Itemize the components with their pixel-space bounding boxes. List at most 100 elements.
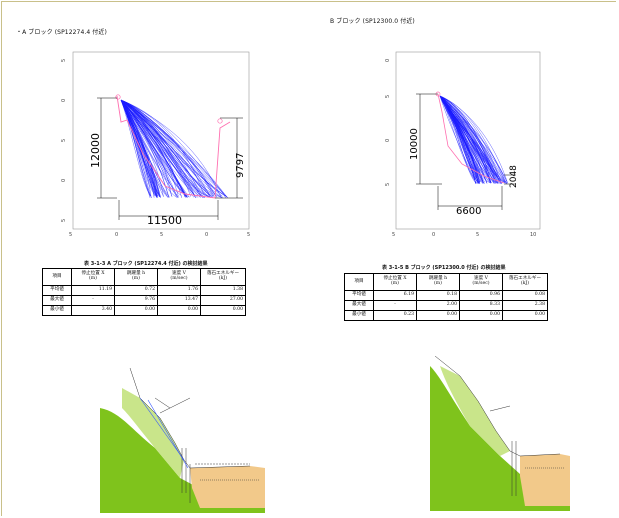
embankment — [520, 454, 570, 506]
embankment — [190, 466, 265, 508]
trajectory-line — [120, 99, 191, 197]
height-dimension-b: 2048 — [509, 165, 519, 188]
trajectory-lines — [439, 95, 508, 185]
table-row: 最小値 3.40 0.00 0.00 0.00 — [42, 305, 246, 316]
trajectory-line — [120, 99, 214, 198]
trajectory-line — [120, 99, 188, 198]
table-cell: - — [373, 300, 417, 311]
table-row: 最大値 - 2.00 8.33 2.38 — [344, 300, 548, 311]
table-row: 平均値 11.19 0.72 1.76 1.38 — [42, 285, 246, 296]
trajectory-line — [439, 95, 479, 183]
table-cell: 2.00 — [416, 300, 460, 311]
column-header: 速度 V (m/sec) — [459, 273, 503, 291]
y-tick-label: 0 — [385, 59, 391, 62]
table-cell: 0.00 — [157, 305, 201, 316]
trajectory-line — [439, 95, 501, 185]
trajectory-line — [120, 99, 179, 198]
column-header: 速度 V (m/sec) — [157, 268, 201, 286]
table-cell: 9.76 — [114, 295, 158, 306]
trajectory-line — [120, 99, 158, 197]
x-tick-label: 0 — [432, 232, 435, 238]
trajectory-lines — [120, 99, 228, 199]
y-tick-label: 5 — [61, 219, 67, 222]
start-marker — [115, 94, 121, 100]
x-tick-label: 10 — [530, 232, 536, 238]
table-cell: 1.38 — [200, 285, 246, 296]
trajectory-line — [439, 95, 508, 184]
trajectory-line — [439, 95, 495, 184]
block-a-trajectory-plot: 5 0 5 0 5 5 0 5 0 5 12000 9797 11500 — [61, 51, 250, 238]
trajectory-line — [120, 99, 169, 198]
height-dimension-a: 10000 — [409, 128, 420, 160]
y-tick-label: 0 — [385, 139, 391, 142]
block-b-cross-section — [430, 356, 570, 511]
block-a-cross-section — [100, 368, 265, 513]
column-header: 項目 — [42, 268, 72, 286]
x-tick-label: 0 — [115, 232, 118, 238]
table-cell: 0.96 — [459, 290, 503, 301]
trajectory-line — [120, 99, 161, 198]
trajectory-line — [120, 99, 151, 197]
trajectory-line — [439, 95, 508, 184]
trajectory-line — [120, 99, 196, 198]
trajectory-line — [439, 95, 484, 183]
block-b-trajectory-plot: 0 5 0 5 5 0 5 10 10000 2048 6600 — [385, 51, 541, 238]
trajectory-line — [120, 99, 179, 197]
width-dimension: 11500 — [147, 214, 182, 227]
table-cell: 8.33 — [459, 300, 503, 311]
table-cell: 1.76 — [157, 285, 201, 296]
table-cell: 13.47 — [157, 295, 201, 306]
table-cell: 27.00 — [200, 295, 246, 306]
trajectory-line — [120, 99, 223, 198]
colluvium-layer — [440, 366, 510, 456]
plot-frame — [395, 51, 541, 230]
table-cell: 0.00 — [502, 310, 548, 321]
table-cell: 2.38 — [502, 300, 548, 311]
block-b-heading: B ブロック (SP12300.0 付近) — [330, 18, 415, 25]
row-label: 平均値 — [42, 285, 72, 296]
trajectory-line — [120, 99, 178, 198]
trajectory-line — [439, 95, 488, 184]
table-cell: 3.40 — [71, 305, 115, 316]
table-cell: 0.23 — [373, 310, 417, 321]
row-label: 最小値 — [42, 305, 72, 316]
trajectory-line — [439, 95, 495, 183]
column-header: 跳躍量 h (m) — [416, 273, 460, 291]
trajectory-line — [120, 99, 211, 197]
trajectory-line — [120, 99, 197, 198]
row-label: 最小値 — [344, 310, 374, 321]
table-row: 平均値 6.19 0.18 0.96 0.08 — [344, 290, 548, 301]
block-a-results-table: 項目 停止位置 X (m) 跳躍量 h (m) 速度 V (m/sec) 落石エネルギ… — [42, 268, 246, 316]
width-dimension: 6600 — [456, 206, 481, 217]
trajectory-line — [120, 99, 228, 198]
table-cell: 0.08 — [502, 290, 548, 301]
trajectory-line — [120, 99, 222, 198]
x-tick-label: 5 — [247, 232, 250, 238]
trajectory-line — [439, 95, 492, 184]
table-cell: 11.19 — [71, 285, 115, 296]
trajectory-line — [439, 95, 481, 184]
table-header-row: 項目 停止位置 X (m) 跳躍量 h (m) 速度 V (m/sec) 落石エネルギ… — [42, 268, 246, 286]
x-tick-label: 0 — [205, 232, 208, 238]
column-header: 項目 — [344, 273, 374, 291]
block-b-table-caption: 表 3-1-5 B ブロック (SP12300.0 付近) の検討結果 — [382, 265, 506, 271]
table-cell: 0.72 — [114, 285, 158, 296]
y-tick-label: 5 — [385, 183, 391, 186]
y-tick-label: 0 — [61, 179, 67, 182]
trajectory-line — [120, 99, 212, 198]
table-cell: 0.00 — [200, 305, 246, 316]
y-tick-label: 5 — [61, 139, 67, 142]
block-a-heading: ・A ブロック (SP12274.4 付近) — [16, 29, 107, 36]
row-label: 平均値 — [344, 290, 374, 301]
table-cell: 0.18 — [416, 290, 460, 301]
row-label: 最大値 — [344, 300, 374, 311]
plot-frame — [72, 51, 250, 230]
row-label: 最大値 — [42, 295, 72, 306]
column-header: 停止位置 X (m) — [373, 273, 417, 291]
slope-profile — [437, 93, 505, 184]
table-cell: 0.00 — [459, 310, 503, 321]
column-header: 停止位置 X (m) — [71, 268, 115, 286]
block-a-table-caption: 表 3-1-3 A ブロック (SP12274.4 付近) の検討結果 — [84, 261, 208, 267]
table-cell: 6.19 — [373, 290, 417, 301]
